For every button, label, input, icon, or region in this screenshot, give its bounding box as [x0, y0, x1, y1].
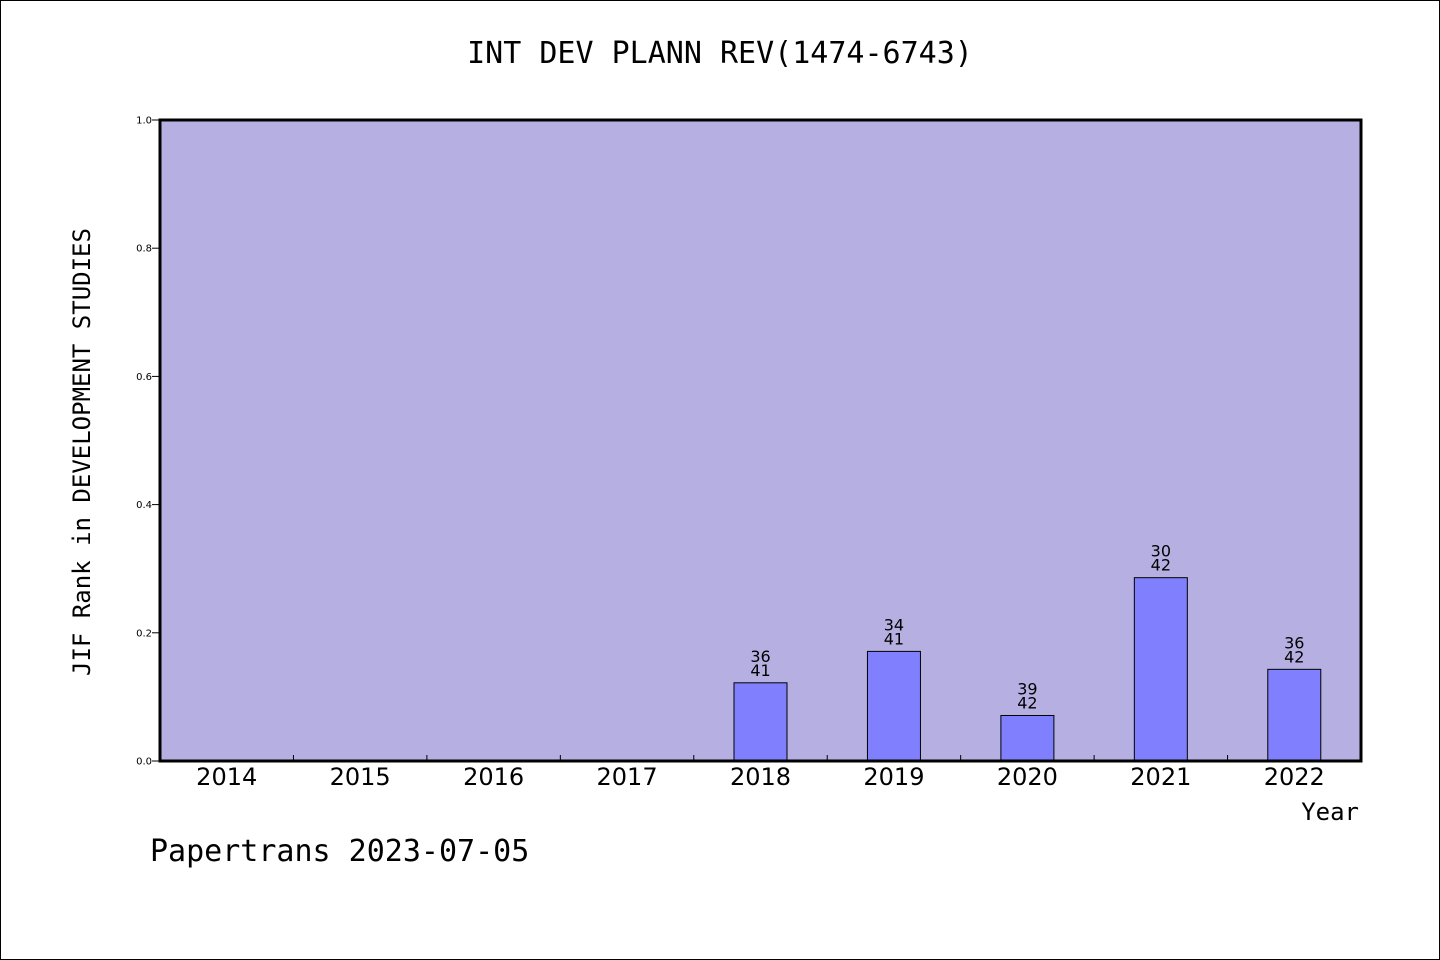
plot-border — [158, 118, 1363, 763]
data-label-rank: 30 — [1151, 542, 1171, 561]
footer-credit: Papertrans 2023-07-05 — [150, 834, 530, 869]
x-tick-label: 2021 — [1130, 763, 1191, 791]
data-label-total: 42 — [1151, 556, 1171, 575]
bar-2022 — [1267, 668, 1322, 762]
bar-2021 — [1133, 577, 1188, 762]
y-tick-label: 0.8 — [136, 244, 152, 255]
x-axis-title: Year — [1301, 798, 1359, 826]
data-label-rank: 39 — [1017, 679, 1037, 698]
bar-2020 — [1000, 714, 1055, 762]
data-label-total: 42 — [1017, 693, 1037, 712]
x-tick-label: 2017 — [597, 763, 658, 791]
x-tick-label: 2020 — [997, 763, 1058, 791]
data-label-total: 42 — [1284, 647, 1304, 666]
y-tick-label: 1.0 — [136, 116, 152, 127]
bar-2019 — [866, 650, 921, 762]
data-label-total: 41 — [750, 661, 770, 680]
data-label-total: 41 — [884, 629, 904, 648]
x-tick-label: 2018 — [730, 763, 791, 791]
y-tick-label: 0.6 — [136, 372, 152, 383]
x-tick-label: 2019 — [863, 763, 924, 791]
y-tick-label: 0.0 — [136, 757, 152, 768]
x-tick-label: 2015 — [330, 763, 391, 791]
x-tick-label: 2016 — [463, 763, 524, 791]
bars-group — [733, 577, 1322, 762]
x-axis: 2014 2015 2016 2017 2018 2019 2020 2021 2022 — [196, 755, 1325, 791]
y-axis-title: JIF Rank in DEVELOPMENT STUDIES — [68, 228, 96, 676]
y-tick-label: 0.4 — [136, 500, 152, 511]
data-label-rank: 36 — [1284, 633, 1304, 652]
y-axis: 0.0 0.2 0.4 0.6 0.8 1.0 — [136, 116, 160, 768]
data-label-rank: 34 — [884, 615, 904, 634]
y-tick-label: 0.2 — [136, 628, 152, 639]
chart-title: INT DEV PLANN REV(1474-6743) — [467, 36, 973, 71]
x-tick-label: 2014 — [196, 763, 257, 791]
data-label-rank: 36 — [750, 647, 770, 666]
bar-2018 — [733, 682, 788, 762]
x-tick-label: 2022 — [1264, 763, 1325, 791]
